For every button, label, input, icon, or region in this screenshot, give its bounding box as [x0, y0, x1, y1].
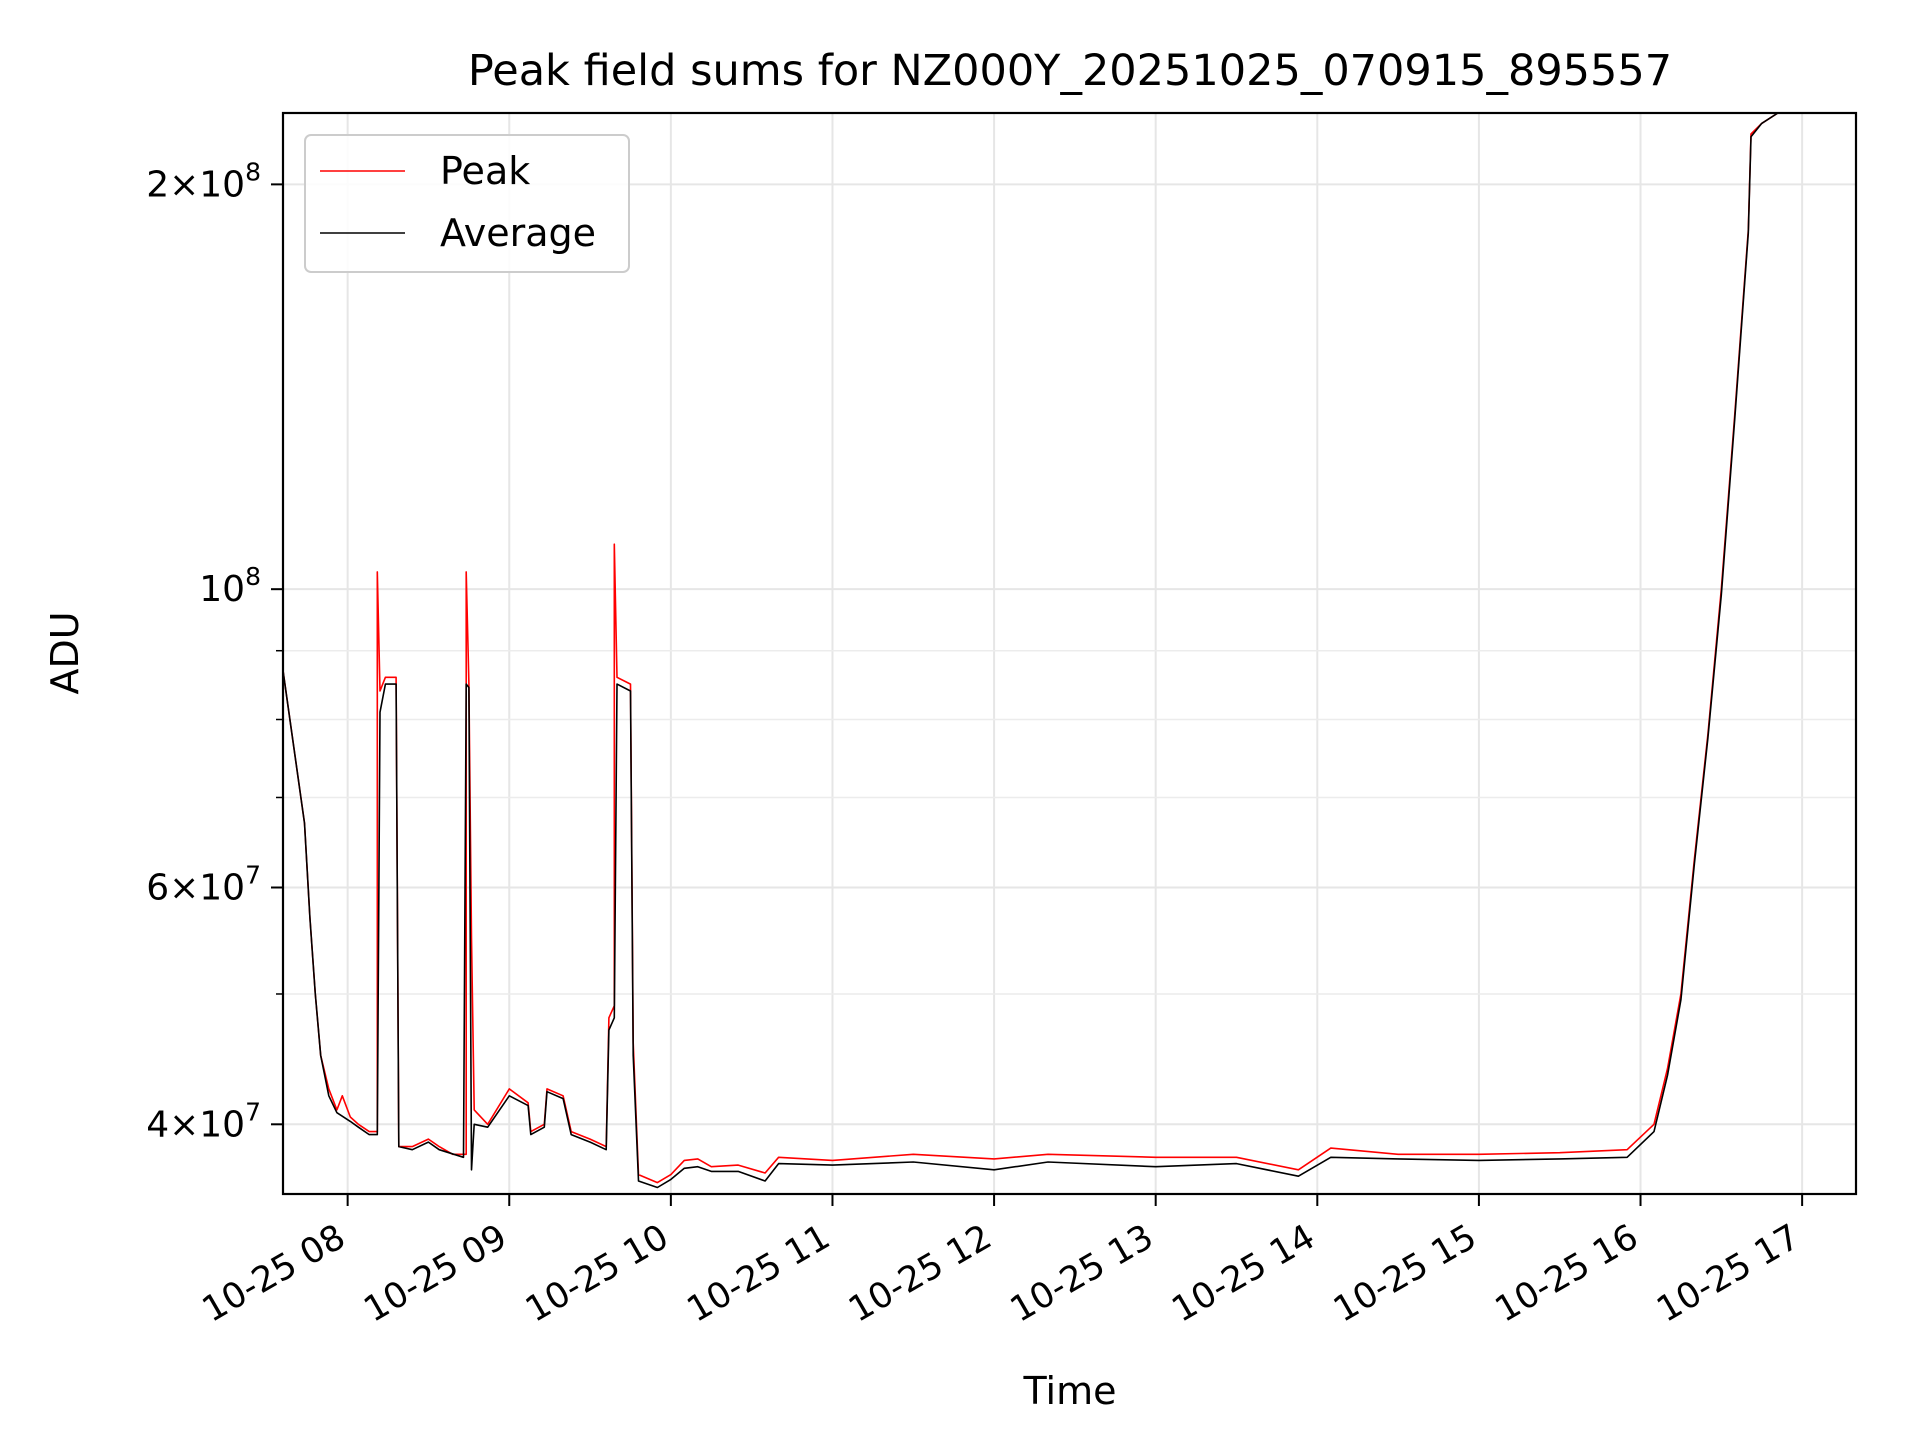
legend-label-peak: Peak [440, 149, 530, 193]
y-axis: 4×107 6×107 108 2×108 [146, 157, 283, 1145]
series-line-peak [283, 113, 1779, 1184]
y-tick-label: 108 [199, 562, 261, 610]
legend-label-average: Average [440, 211, 596, 255]
series-layer [283, 113, 1779, 1189]
plot-frame [281, 111, 1858, 1196]
y-tick-label: 4×107 [146, 1097, 261, 1145]
legend: Peak Average [304, 134, 630, 273]
series-line-average [283, 113, 1779, 1189]
chart-title: Peak field sums for NZ000Y_20251025_0709… [468, 46, 1672, 96]
y-axis-label: ADU [43, 611, 87, 694]
y-tick-label: 2×108 [146, 157, 261, 205]
x-axis-label: Time [1023, 1369, 1117, 1413]
y-tick-label: 6×107 [146, 861, 261, 909]
grid [283, 113, 1856, 1194]
legend-box [304, 134, 630, 273]
